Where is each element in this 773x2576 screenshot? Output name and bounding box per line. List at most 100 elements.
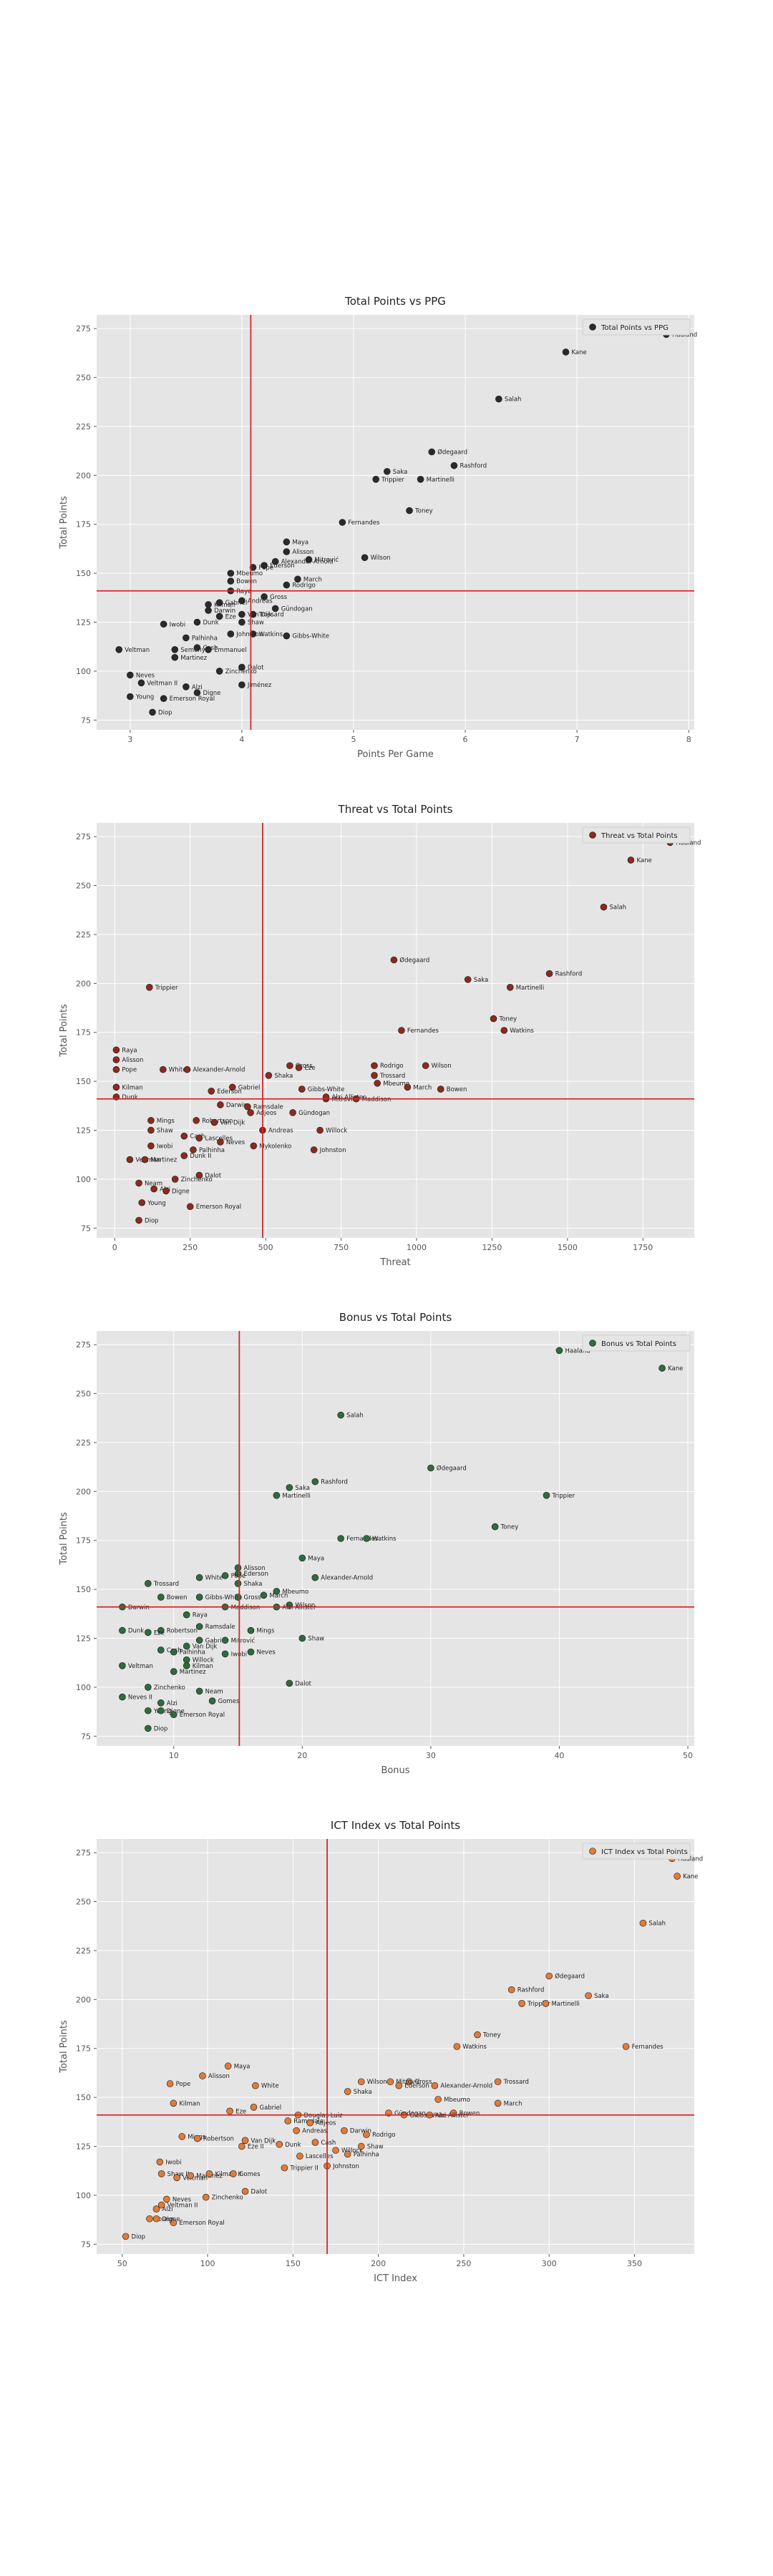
chart-panel-2: Threat vs Total Points 0 250 500 750 1000 1250… [59,803,701,1268]
point-label: Ederson [217,1088,242,1096]
data-point [145,1684,152,1691]
point-label: Martinelli [427,477,454,484]
data-point [112,1056,120,1063]
data-point [311,2139,319,2146]
y-axis-label: Total Points [59,496,69,550]
point-label: March [269,1592,288,1599]
data-point [152,2215,160,2223]
data-point [171,653,179,661]
point-label: Young [135,693,154,701]
point-label: Andreas [268,1128,293,1135]
point-label: Fernandes [407,1028,439,1035]
data-point [453,2043,461,2050]
point-label: Alexander-Arnold [193,1067,245,1074]
data-point [146,2215,153,2223]
point-label: Mbeumo [236,570,263,577]
data-point [160,695,167,703]
chart-title: Threat vs Total Points [338,803,453,816]
point-label: Darwin [214,608,235,615]
legend: Bonus vs Total Points [582,1335,691,1352]
data-point [208,1697,216,1704]
y-axis-label: Total Points [59,1512,69,1566]
data-point [170,1711,178,1719]
x-tick-label: 5 [351,735,356,744]
point-label: Diop [154,1725,168,1732]
data-point [405,2078,413,2086]
data-point [163,2195,170,2203]
data-point [260,1591,268,1599]
point-label: Eze II [248,2144,264,2151]
legend-label: ICT Index vs Total Points [601,1848,688,1856]
x-tick-label: 250 [456,2259,471,2268]
data-point [238,681,245,688]
x-tick-label: 100 [200,2259,215,2268]
point-label: Mbeumo [383,1080,409,1088]
data-point [170,1668,178,1675]
point-label: Palhinha [192,635,218,642]
point-label: Alexander-Arnold [281,559,334,566]
point-label: Pope [176,2081,191,2088]
data-point [437,1085,444,1093]
point-label: Gibbs-White [205,1594,243,1601]
plot-background [97,315,694,730]
data-point [226,2107,233,2115]
point-label: Palhinha [199,1147,225,1154]
data-point [241,2137,249,2145]
data-point [296,2152,303,2160]
point-label: Raya [236,588,251,595]
point-label: Shaka [274,1073,293,1080]
data-point [298,1554,306,1562]
point-label: Alzi Allister [282,1604,316,1611]
data-point [159,1065,167,1073]
data-point [195,1623,203,1630]
data-point [150,1185,157,1193]
legend: Total Points vs PPG [582,318,691,336]
point-label: Gündogan [281,605,313,613]
point-label: Emmanuel [214,647,247,654]
point-label: Zinchenko [154,1684,185,1692]
data-point [145,1629,152,1636]
data-point [187,2172,195,2180]
data-point [183,683,190,691]
point-label: Johnston [319,1147,346,1154]
point-label: Martinelli [516,985,544,992]
data-point [193,644,201,651]
point-label: Iwobi [157,1143,172,1150]
y-tick-label: 75 [81,1732,91,1741]
data-point [383,468,391,475]
point-label: Martinez [150,1157,177,1164]
point-label: Zinchenko [225,668,257,675]
point-label: Gross [415,2079,433,2086]
x-tick-label: 4 [239,735,244,744]
point-label: Gross [244,1594,262,1601]
y-tick-label: 75 [81,2240,91,2249]
data-point [135,1179,142,1187]
point-label: Iwobi [165,2159,181,2166]
data-point [119,1662,126,1669]
data-point [157,1646,165,1654]
point-label: Palhinha [180,1649,205,1657]
data-point [404,1083,412,1091]
point-label: Shaw [157,1128,173,1135]
data-point [406,507,413,514]
x-tick-label: 350 [627,2259,642,2268]
point-label: Mitrović [396,2078,420,2086]
point-label: Salah [346,1413,364,1420]
point-label: Zinchenko [212,2195,243,2202]
data-point [183,1662,190,1669]
point-label: Alzi Allister [435,2112,470,2119]
x-tick-label: 200 [371,2259,386,2268]
point-label: Kane [668,1365,683,1372]
point-label: Shaka [354,2089,372,2096]
y-tick-label: 100 [76,2191,91,2200]
data-point [622,2043,630,2050]
data-point [173,2174,180,2182]
data-point [157,1626,165,1634]
point-label: Veltman II [147,680,178,687]
data-point [145,1724,152,1732]
y-tick-label: 175 [76,520,91,530]
point-label: Dalot [205,1172,221,1179]
data-point [332,2147,339,2154]
y-tick-label: 200 [76,1487,91,1496]
data-point [193,618,201,626]
